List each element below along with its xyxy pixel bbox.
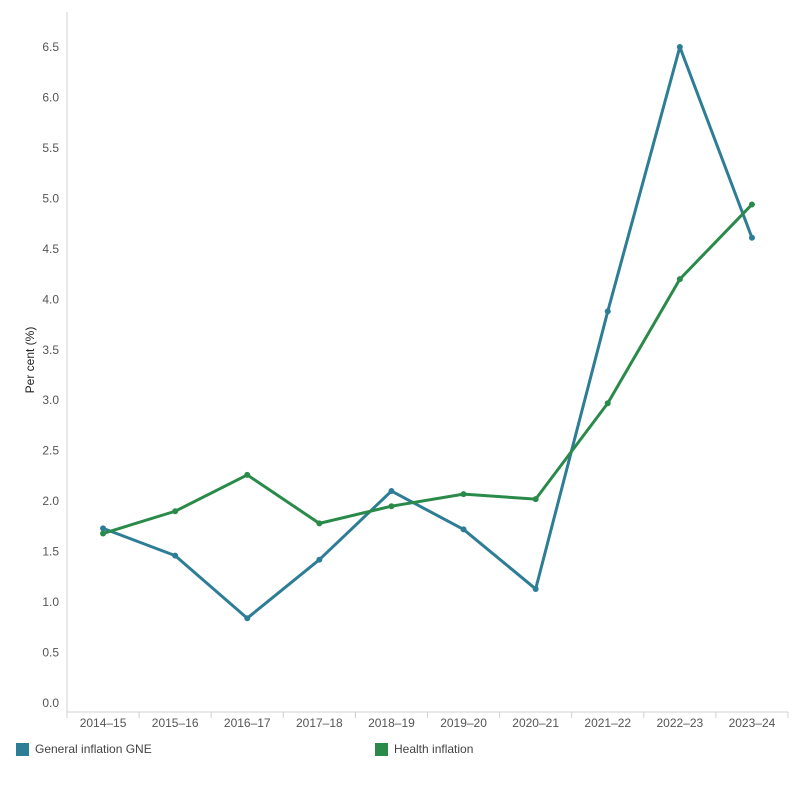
- y-tick-label: 5.0: [42, 191, 59, 205]
- legend-item-health-inflation[interactable]: Health inflation: [375, 742, 473, 756]
- legend-swatch-health-inflation: [375, 742, 388, 756]
- y-tick-label: 4.0: [42, 292, 59, 306]
- x-tick-label: 2023–24: [729, 716, 776, 730]
- data-point-health-inflation[interactable]: [676, 276, 683, 283]
- y-tick-label: 1.0: [42, 595, 59, 609]
- x-tick-label: 2020–21: [512, 716, 559, 730]
- data-point-health-inflation[interactable]: [604, 400, 611, 407]
- series-line-general-inflation-gne[interactable]: [101, 45, 754, 620]
- data-point-health-inflation[interactable]: [388, 503, 395, 510]
- x-tick-label: 2019–20: [440, 716, 487, 730]
- y-axis-title: Per cent (%): [23, 327, 37, 394]
- x-tick-label: 2015–16: [152, 716, 199, 730]
- y-tick-label: 0.0: [42, 696, 59, 710]
- x-tick-label: 2014–15: [80, 716, 127, 730]
- x-tick-label: 2021–22: [584, 716, 631, 730]
- y-tick-label: 1.5: [42, 545, 59, 559]
- y-tick-label: 5.5: [42, 141, 59, 155]
- legend-swatch-general-inflation: [16, 742, 29, 756]
- legend-label-general-inflation: General inflation GNE: [35, 742, 152, 756]
- x-tick-label: 2022–23: [656, 716, 703, 730]
- data-point-health-inflation[interactable]: [748, 201, 755, 208]
- y-tick-label: 3.0: [42, 393, 59, 407]
- y-tick-label: 6.5: [42, 40, 59, 54]
- data-point-health-inflation[interactable]: [532, 496, 539, 503]
- data-point-general-inflation-gne[interactable]: [748, 234, 755, 241]
- x-tick-label: 2018–19: [368, 716, 415, 730]
- chart-axes: [66, 12, 789, 718]
- data-point-general-inflation-gne[interactable]: [316, 556, 323, 563]
- y-tick-label: 6.0: [42, 90, 59, 104]
- x-tick-label: 2016–17: [224, 716, 271, 730]
- x-tick-labels: 2014–15 2015–16 2016–17 2017–18 2018–19 2019–…: [80, 716, 776, 730]
- data-point-general-inflation-gne[interactable]: [244, 615, 251, 622]
- series-line-health-inflation[interactable]: [101, 202, 754, 535]
- y-tick-label: 2.5: [42, 444, 59, 458]
- legend-label-health-inflation: Health inflation: [394, 742, 474, 756]
- data-point-health-inflation[interactable]: [460, 491, 467, 498]
- chart-legend: General inflation GNE Health inflation: [0, 742, 800, 762]
- data-point-general-inflation-gne[interactable]: [532, 585, 539, 592]
- data-point-general-inflation-gne[interactable]: [388, 488, 395, 495]
- data-point-general-inflation-gne[interactable]: [100, 525, 107, 532]
- y-tick-label: 0.5: [42, 646, 59, 660]
- chart-series: [100, 44, 755, 622]
- data-point-general-inflation-gne[interactable]: [676, 44, 683, 50]
- data-point-health-inflation[interactable]: [172, 508, 179, 515]
- data-point-health-inflation[interactable]: [316, 520, 323, 527]
- y-tick-label: 3.5: [42, 343, 59, 357]
- data-point-general-inflation-gne[interactable]: [604, 308, 611, 315]
- data-point-health-inflation[interactable]: [100, 530, 107, 537]
- legend-item-general-inflation[interactable]: General inflation GNE: [16, 742, 152, 756]
- x-tick-label: 2017–18: [296, 716, 343, 730]
- y-tick-label: 2.0: [42, 494, 59, 508]
- data-point-general-inflation-gne[interactable]: [172, 552, 179, 559]
- y-tick-labels: 0.0 0.5 1.0 1.5 2.0 2.5 3.0 3.5 4.0 4.5 5.0 5.5 6.0 6…: [42, 40, 59, 710]
- data-point-general-inflation-gne[interactable]: [460, 526, 467, 533]
- y-tick-label: 4.5: [42, 242, 59, 256]
- data-point-health-inflation[interactable]: [244, 471, 251, 478]
